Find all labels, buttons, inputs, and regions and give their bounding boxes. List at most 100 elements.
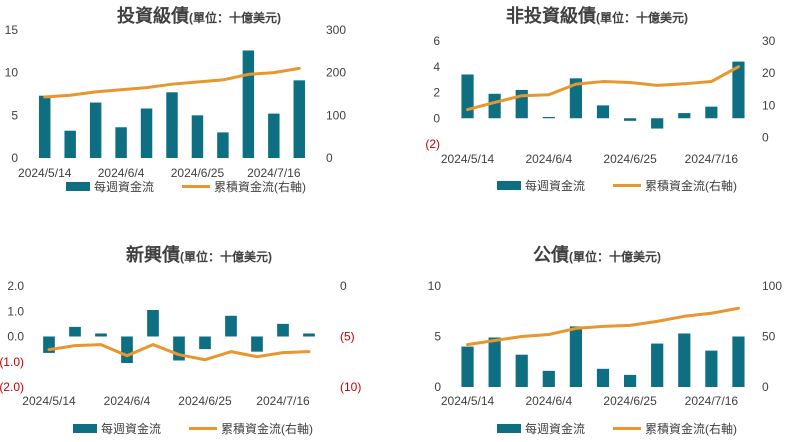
- bar: [147, 309, 159, 337]
- y-left-tick-label: 0: [11, 151, 18, 165]
- legend-line-label: 累積資金流(右軸): [221, 421, 313, 436]
- cumulative-line: [466, 306, 740, 347]
- x-tick-label: 2024/6/4: [98, 166, 145, 180]
- chart-svg: (2) 0 2 4 6 0 10 20 30 2024/5/14 2024/6/4 2024/6/25…: [425, 34, 776, 193]
- x-tick-label: 2024/5/14: [441, 394, 495, 408]
- chart-svg: 0 5 10 15 0 100 200 300 2024/5/14 2024/6/4 2024/6/…: [5, 23, 347, 194]
- bar: [651, 118, 664, 129]
- cumulative-line: [43, 66, 301, 99]
- x-tick-label: 2024/5/14: [441, 152, 495, 166]
- y-right-tick-label: 300: [326, 23, 346, 37]
- y-left-tick-label: 0: [433, 111, 440, 125]
- x-tick-label: 2024/6/4: [104, 394, 151, 408]
- bar: [293, 80, 305, 158]
- bar: [569, 326, 583, 387]
- bar: [678, 113, 691, 119]
- legend-bar-swatch: [497, 424, 521, 433]
- y-left-tick-label: 2.0: [7, 279, 24, 293]
- bar: [64, 130, 76, 158]
- x-tick-label: 2024/7/16: [685, 152, 739, 166]
- x-tick-label: 2024/7/16: [256, 394, 310, 408]
- bar: [95, 333, 107, 337]
- bar: [705, 106, 718, 119]
- y-right-tick-label: 20: [762, 66, 776, 80]
- x-tick-label: 2024/5/14: [22, 394, 76, 408]
- bar: [651, 343, 664, 387]
- x-tick-label: 2024/6/4: [525, 394, 572, 408]
- legend-bar-swatch: [497, 181, 521, 190]
- chart-panel-emerging-market: 新興債(單位：十億美元) (2.0) (1.0) 0.0 1.0 2.0 (10) (5) 0…: [0, 221, 398, 442]
- chart-title-main: 投資級債: [117, 6, 189, 26]
- chart-title-unit: (單位：十億美元): [596, 11, 688, 25]
- legend-line-label: 累積資金流(右軸): [214, 179, 306, 194]
- y-right-tick-label: 0: [340, 279, 347, 293]
- y-right-tick-label: (5): [340, 330, 355, 344]
- bar: [596, 105, 610, 119]
- bar: [488, 337, 501, 387]
- bar: [515, 354, 528, 387]
- bar: [705, 350, 718, 387]
- bar: [225, 315, 237, 337]
- chart-panel-investment-grade: 投資級債(單位：十億美元) 0 5 10 15 0 100 200 300 2024/5/14 2…: [0, 0, 398, 221]
- bar: [39, 95, 51, 158]
- y-right-tick-label: 0: [326, 151, 333, 165]
- legend: 每週資金流 累積資金流(右軸): [497, 178, 737, 193]
- y-right-tick-label: 100: [326, 108, 346, 122]
- bar: [488, 93, 501, 119]
- bar: [732, 61, 745, 119]
- bar: [191, 115, 204, 158]
- bar: [140, 108, 153, 158]
- y-left-tick-label: 5: [11, 108, 18, 122]
- bar: [199, 336, 211, 350]
- bar: [115, 127, 127, 158]
- bar: [242, 50, 255, 159]
- bar: [251, 336, 263, 352]
- legend-bar-swatch: [73, 424, 97, 433]
- bar: [121, 336, 133, 364]
- bar: [303, 333, 315, 337]
- y-left-tick-label: 0: [434, 380, 441, 394]
- bar: [89, 102, 102, 158]
- bar: [678, 333, 691, 387]
- legend: 每週資金流 累積資金流(右軸): [497, 421, 737, 436]
- x-tick-label: 2024/6/25: [603, 152, 657, 166]
- chart-title: 新興債(單位：十億美元): [0, 241, 398, 267]
- chart-panel-government: 公債(單位：十億美元) 0 5 10 0 50 100 2024/5/14 2024/6/4 2…: [398, 221, 796, 442]
- legend-bar-label: 每週資金流: [94, 179, 154, 194]
- y-left-tick-label: 2: [433, 86, 440, 100]
- legend-bar-label: 每週資金流: [101, 421, 161, 436]
- chart-title-main: 非投資級債: [506, 6, 596, 26]
- y-left-tick-label: (1.0): [0, 355, 24, 369]
- bar: [173, 336, 185, 361]
- bar: [69, 326, 81, 337]
- y-right-tick-label: 10: [762, 98, 776, 112]
- x-tick-label: 2024/6/4: [525, 152, 572, 166]
- chart-title-main: 公債: [533, 245, 569, 265]
- chart-svg: (2.0) (1.0) 0.0 1.0 2.0 (10) (5) 0 2024/5/14 2024…: [0, 279, 361, 436]
- legend-bar-swatch: [66, 182, 90, 191]
- y-right-tick-label: 50: [762, 330, 776, 344]
- y-right-tick-label: 0: [762, 131, 769, 145]
- x-tick-label: 2024/6/25: [178, 394, 232, 408]
- y-right-tick-label: 200: [326, 66, 346, 80]
- x-tick-label: 2024/7/16: [685, 394, 739, 408]
- x-tick-label: 2024/6/25: [603, 394, 657, 408]
- y-left-tick-label: 0.0: [7, 330, 24, 344]
- bar: [461, 74, 474, 119]
- chart-title: 投資級債(單位：十億美元): [0, 2, 398, 28]
- legend-line-label: 累積資金流(右軸): [645, 421, 737, 436]
- bar: [623, 374, 637, 387]
- bar: [732, 336, 745, 387]
- bar: [596, 368, 610, 387]
- y-left-tick-label: (2.0): [0, 380, 24, 394]
- bar: [623, 118, 637, 121]
- y-right-tick-label: 30: [762, 34, 776, 48]
- bar: [268, 113, 280, 158]
- chart-title: 非投資級債(單位：十億美元): [398, 2, 796, 28]
- bar: [542, 370, 555, 387]
- x-tick-label: 2024/5/14: [18, 166, 72, 180]
- y-left-tick-label: 1.0: [7, 304, 24, 318]
- chart-title-unit: (單位：十億美元): [189, 11, 281, 25]
- legend: 每週資金流 累積資金流(右軸): [73, 421, 313, 436]
